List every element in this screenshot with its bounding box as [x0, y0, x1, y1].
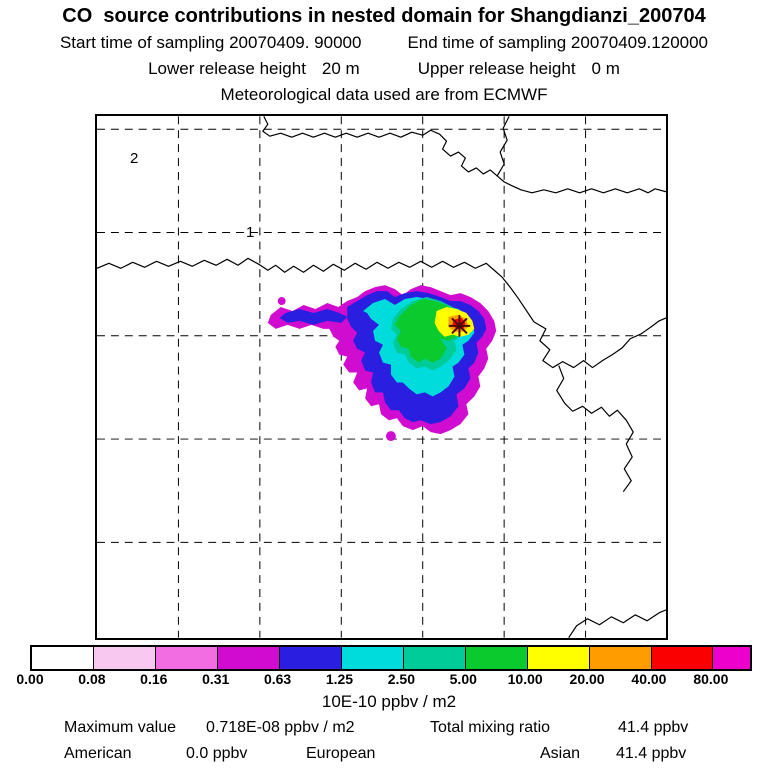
map-panel: 2 1	[95, 114, 668, 640]
colorbar-tick-label: 1.25	[325, 671, 354, 687]
colorbar-tick-label: 0.00	[16, 671, 44, 687]
colorbar-tick-label: 0.63	[263, 671, 292, 687]
colorbar-tick-label: 10.00	[507, 671, 543, 687]
domain-label-2: 2	[130, 150, 139, 167]
colorbar-tick-label: 5.00	[449, 671, 477, 687]
colorbar-segment	[154, 647, 217, 669]
coastline-path	[533, 317, 666, 369]
colorbar-tick-labels: 0.00 0.08 0.16 0.31 0.63 1.25 2.50 5.00 10.00 20.…	[16, 671, 750, 687]
colorbar	[30, 645, 752, 671]
lower-release-label: Lower release height	[148, 59, 306, 78]
sampling-times-line: Start time of sampling 20070409. 90000 E…	[0, 33, 768, 53]
met-data-line: Meteorological data used are from ECMWF	[0, 85, 768, 105]
region-label-asian: Asian	[540, 745, 581, 762]
region-value-asian: 41.4 ppbv	[616, 745, 687, 762]
colorbar-tick-label: 20.00	[569, 671, 605, 687]
total-mixing-ratio-label: Total mixing ratio	[430, 719, 551, 736]
max-value-star-marker	[448, 314, 471, 337]
maximum-value: 0.718E-08 ppbv / m2	[206, 719, 355, 736]
colorbar-segment	[402, 647, 465, 669]
colorbar-tick-label: 2.50	[387, 671, 415, 687]
coastline-borders	[97, 116, 666, 638]
region-label-american: American	[64, 745, 132, 762]
coastline-path	[496, 116, 510, 177]
region-label-european: European	[306, 745, 376, 762]
colorbar-segment	[278, 647, 341, 669]
start-time-text: Start time of sampling 20070409. 90000	[59, 33, 362, 52]
total-mixing-ratio-value: 41.4 ppbv	[618, 719, 689, 736]
colorbar-segment	[588, 647, 651, 669]
maximum-label: Maximum value	[64, 719, 177, 736]
colorbar-segment	[650, 647, 713, 669]
map-canvas	[97, 116, 666, 638]
colorbar-segment	[32, 647, 93, 669]
end-time-text: End time of sampling 20070409.120000	[407, 33, 709, 52]
colorbar-tick-label: 0.31	[202, 671, 230, 687]
colorbar-segment	[340, 647, 403, 669]
plume-level-blue	[279, 308, 348, 325]
plume-speck	[277, 297, 286, 306]
coastline-path	[97, 257, 535, 323]
release-heights-line: Lower release height 20 m Upper release …	[0, 59, 768, 79]
coastline-path	[568, 609, 666, 638]
colorbar-tick-label: 0.16	[140, 671, 168, 687]
colorbar-segment	[712, 647, 751, 669]
coastline-path	[262, 116, 666, 194]
colorbar-tick-label: 40.00	[631, 671, 667, 687]
colorbar-units-label: 10E-10 ppbv / m2	[321, 692, 457, 711]
colorbar-segment	[92, 647, 155, 669]
region-value-american: 0.0 ppbv	[186, 745, 248, 762]
page-title: CO source contributions in nested domain…	[62, 5, 706, 27]
region-contributions-line: American 0.0 ppbv European Asian 41.4 pp…	[0, 745, 768, 765]
maximum-value-line: Maximum value 0.718E-08 ppbv / m2 Total …	[0, 719, 768, 739]
coastline-path	[556, 365, 634, 493]
colorbar-segment	[216, 647, 279, 669]
met-data-text: Meteorological data used are from ECMWF	[220, 85, 548, 104]
plume-speck	[385, 431, 396, 442]
plume-contours	[267, 285, 497, 442]
colorbar-segment	[526, 647, 589, 669]
colorbar-tick-label: 0.08	[78, 671, 106, 687]
colorbar-segment	[464, 647, 527, 669]
domain-label-1: 1	[246, 224, 255, 241]
colorbar-tick-label: 80.00	[693, 671, 729, 687]
upper-release-label: Upper release height	[417, 59, 576, 78]
lower-release-value: 20 m	[321, 59, 360, 78]
upper-release-value: 0 m	[591, 59, 620, 78]
